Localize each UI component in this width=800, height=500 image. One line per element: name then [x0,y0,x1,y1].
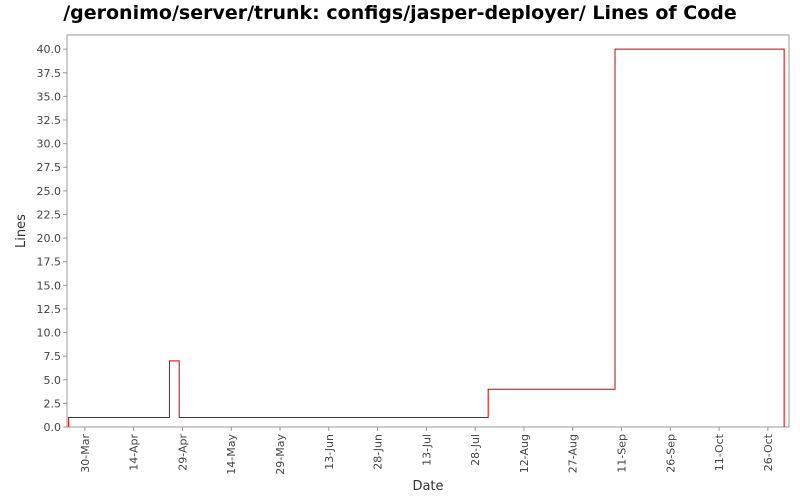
y-axis: 0.0 2.5 5.0 7.5 10.0 12.5 15.0 17.5 20.0 22.5 25.0… [37,43,67,434]
y-tick-label: 30.0 [37,138,62,151]
x-tick-label: 27-Aug [567,434,580,473]
series-line [68,48,785,427]
y-tick-label: 22.5 [37,208,62,221]
x-axis: 30-Mar 14-Apr 29-Apr 14-May 29-May 13-Jun 28-J… [79,427,775,475]
y-tick-label: 25.0 [37,185,62,198]
y-tick-label: 20.0 [37,232,62,245]
y-tick-label: 7.5 [44,350,62,363]
y-tick-label: 2.5 [44,397,62,410]
y-tick-label: 40.0 [37,43,62,56]
x-tick-label: 13-Jul [420,434,433,466]
y-tick-label: 27.5 [37,161,62,174]
x-tick-label: 28-Jul [469,434,482,466]
x-tick-label: 26-Sep [664,434,677,473]
y-tick-label: 35.0 [37,90,62,103]
x-tick-label: 29-Apr [176,434,189,471]
x-axis-title: Date [412,479,443,494]
chart-title: /geronimo/server/trunk: configs/jasper-d… [63,2,737,24]
x-tick-label: 28-Jun [372,434,385,470]
plot-area [66,34,790,428]
x-tick-label: 13-Jun [323,434,336,470]
x-tick-label: 14-Apr [128,434,141,471]
y-tick-label: 10.0 [37,327,62,340]
y-tick-label: 17.5 [37,256,62,269]
x-tick-label: 11-Oct [713,433,726,471]
y-tick-label: 37.5 [37,67,62,80]
x-tick-label: 12-Aug [518,434,531,473]
x-tick-label: 11-Sep [616,434,629,473]
x-tick-label: 30-Mar [79,434,92,473]
y-tick-label: 15.0 [37,279,62,292]
x-tick-label: 26-Oct [762,433,775,471]
x-tick-label: 14-May [225,434,238,475]
y-tick-label: 5.0 [44,374,62,387]
x-tick-label: 29-May [274,434,287,475]
y-tick-label: 32.5 [37,114,62,127]
y-tick-label: 12.5 [37,303,62,316]
y-tick-label: 0.0 [44,421,62,434]
y-axis-title: Lines [14,214,29,248]
